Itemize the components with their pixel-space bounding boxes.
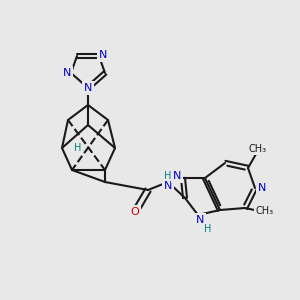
Text: N: N: [196, 215, 204, 225]
Text: O: O: [130, 207, 140, 217]
Text: N: N: [63, 68, 71, 78]
Text: H: H: [204, 224, 212, 234]
Text: N: N: [173, 171, 181, 181]
Text: CH₃: CH₃: [249, 144, 267, 154]
Text: N: N: [84, 83, 92, 93]
Text: H: H: [164, 171, 172, 181]
Text: H: H: [74, 143, 82, 153]
Text: N: N: [99, 50, 107, 60]
Text: N: N: [258, 183, 266, 193]
Text: CH₃: CH₃: [256, 206, 274, 216]
Text: N: N: [164, 181, 172, 191]
